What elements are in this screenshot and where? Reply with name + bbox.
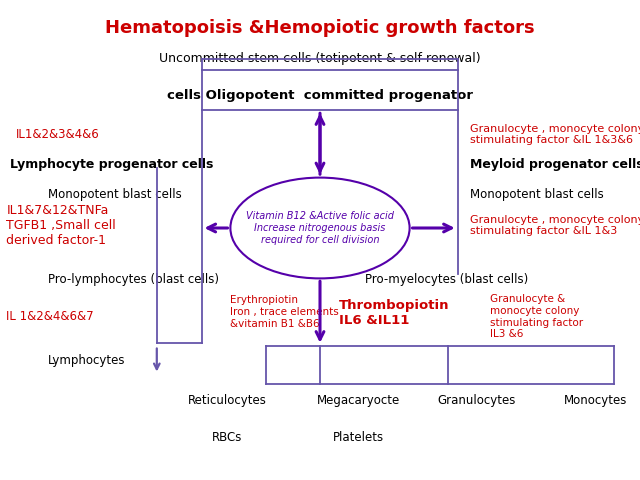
Text: Meyloid progenator cells: Meyloid progenator cells	[470, 157, 640, 171]
Text: Lymphocyte progenator cells: Lymphocyte progenator cells	[10, 157, 214, 171]
Text: Granulocyte , monocyte colony
stimulating factor &IL 1&3: Granulocyte , monocyte colony stimulatin…	[470, 215, 640, 237]
Text: Monopotent blast cells: Monopotent blast cells	[470, 188, 604, 201]
Text: Thrombopiotin
IL6 &IL11: Thrombopiotin IL6 &IL11	[339, 299, 450, 327]
Text: Granulocyte , monocyte colony
stimulating factor &IL 1&3&6: Granulocyte , monocyte colony stimulatin…	[470, 124, 640, 145]
Text: Platelets: Platelets	[333, 431, 384, 444]
Text: Vitamin B12 &Active folic acid
Increase nitrogenous basis
required for cell divi: Vitamin B12 &Active folic acid Increase …	[246, 211, 394, 245]
Text: Monocytes: Monocytes	[563, 394, 627, 408]
Ellipse shape	[230, 178, 410, 278]
Text: Uncommitted stem cells (totipotent & self renewal): Uncommitted stem cells (totipotent & sel…	[159, 52, 481, 65]
Text: IL1&2&3&4&6: IL1&2&3&4&6	[16, 128, 100, 141]
Text: cells Oligopotent  committed progenator: cells Oligopotent committed progenator	[167, 89, 473, 103]
Text: Erythropiotin
Iron , trace elements
&vitamin B1 &B6: Erythropiotin Iron , trace elements &vit…	[230, 295, 339, 329]
Text: IL1&7&12&TNFa
TGFB1 ,Small cell
derived factor-1: IL1&7&12&TNFa TGFB1 ,Small cell derived …	[6, 204, 116, 247]
Text: Pro-myelocytes (blast cells): Pro-myelocytes (blast cells)	[365, 273, 528, 286]
Text: Megacaryocte: Megacaryocte	[317, 394, 400, 408]
Text: IL 1&2&4&6&7: IL 1&2&4&6&7	[6, 310, 94, 324]
Text: Reticulocytes: Reticulocytes	[188, 394, 267, 408]
Text: Lymphocytes: Lymphocytes	[48, 354, 125, 368]
Text: Granulocyte &
monocyte colony
stimulating factor
IL3 &6: Granulocyte & monocyte colony stimulatin…	[490, 294, 583, 339]
Text: Granulocytes: Granulocytes	[438, 394, 516, 408]
Text: Monopotent blast cells: Monopotent blast cells	[48, 188, 182, 201]
Text: Pro-lymphocytes (blast cells): Pro-lymphocytes (blast cells)	[48, 273, 219, 286]
Text: RBCs: RBCs	[212, 431, 243, 444]
Text: Hematopoisis &Hemopiotic growth factors: Hematopoisis &Hemopiotic growth factors	[105, 19, 535, 37]
